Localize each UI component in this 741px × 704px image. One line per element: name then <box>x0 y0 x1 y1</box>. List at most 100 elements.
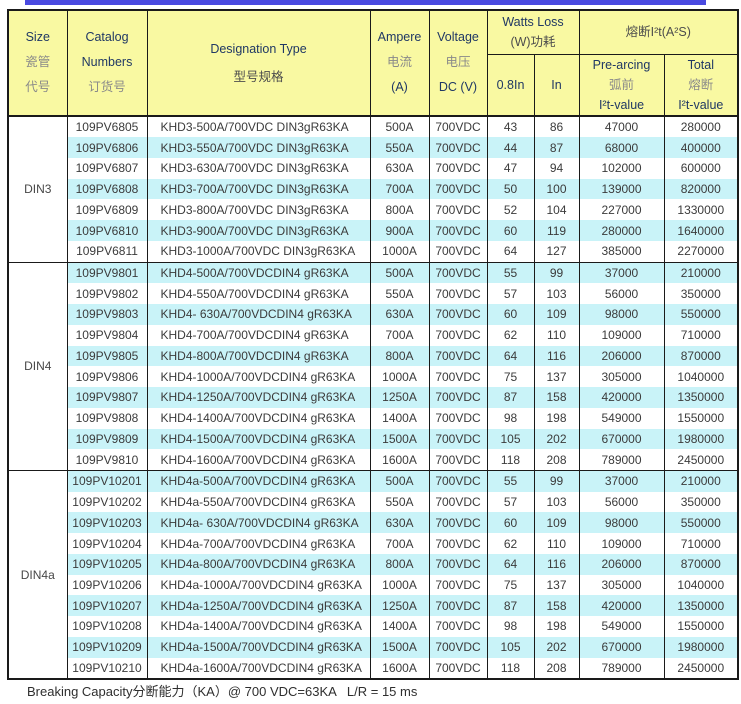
voltage-cell: 700VDC <box>428 491 488 513</box>
catalog-cell: 109PV10202 <box>66 491 148 513</box>
total-i2t-cell: 1330000 <box>663 199 739 221</box>
watts-08in-cell: 60 <box>486 512 535 534</box>
total-i2t-cell: 1350000 <box>663 595 739 617</box>
designation-cell: KHD4a- 630A/700VDCDIN4 gR63KA <box>146 512 371 534</box>
header-line: Ampere <box>377 30 422 45</box>
watts-08in-cell: 64 <box>486 345 535 367</box>
total-i2t-cell: 400000 <box>663 137 739 158</box>
catalog-cell: 109PV10204 <box>66 533 148 554</box>
designation-cell: KHD3-630A/700VDC DIN3gR63KA <box>146 157 371 179</box>
pre-arcing-i2t-cell: 227000 <box>578 199 665 221</box>
catalog-cell: 109PV9808 <box>66 407 148 429</box>
header-line: (A) <box>391 80 408 95</box>
catalog-cell: 109PV9807 <box>66 387 148 408</box>
watts-in-cell: 109 <box>533 304 580 325</box>
watts-in-cell: 110 <box>533 533 580 554</box>
header-line: 电压 <box>445 55 471 70</box>
col-header-pre-arcing: Pre-arcing 弧前 I²t-value <box>578 54 665 117</box>
catalog-cell: 109PV9810 <box>66 449 148 471</box>
catalog-cell: 109PV10207 <box>66 595 148 617</box>
table-row: 109PV9807 KHD4-1250A/700VDCDIN4 gR63KA 125… <box>8 387 739 408</box>
col-group-watts-loss: Watts Loss (W)功耗 <box>486 10 580 55</box>
ampere-cell: 1250A <box>369 387 430 408</box>
catalog-cell: 109PV6805 <box>66 115 148 138</box>
table-row: 109PV6807 KHD3-630A/700VDC DIN3gR63KA 630A… <box>8 157 739 179</box>
ampere-cell: 800A <box>369 553 430 575</box>
watts-in-cell: 137 <box>533 574 580 596</box>
catalog-cell: 109PV10201 <box>66 469 148 492</box>
table-row: 109PV10206 KHD4a-1000A/700VDCDIN4 gR63KA 1… <box>8 574 739 596</box>
voltage-cell: 700VDC <box>428 115 488 138</box>
table-row: 109PV6808 KHD3-700A/700VDC DIN3gR63KA 700A… <box>8 178 739 200</box>
ampere-cell: 1000A <box>369 366 430 388</box>
pre-arcing-i2t-cell: 385000 <box>578 240 665 263</box>
table-row: 109PV6806 KHD3-550A/700VDC DIN3gR63KA 550A… <box>8 137 739 158</box>
catalog-cell: 109PV10203 <box>66 512 148 534</box>
table-row: 109PV6810 KHD3-900A/700VDC DIN3gR63KA 900A… <box>8 220 739 241</box>
designation-cell: KHD4a-800A/700VDCDIN4 gR63KA <box>146 553 371 575</box>
ampere-cell: 500A <box>369 469 430 492</box>
designation-cell: KHD4-1600A/700VDCDIN4 gR63KA <box>146 449 371 471</box>
watts-08in-cell: 52 <box>486 199 535 221</box>
designation-cell: KHD4a-550A/700VDCDIN4 gR63KA <box>146 491 371 513</box>
watts-08in-cell: 60 <box>486 304 535 325</box>
header-line: I²t-value <box>678 97 724 112</box>
table-row: 109PV10208 KHD4a-1400A/700VDCDIN4 gR63KA 1… <box>8 616 739 637</box>
ampere-cell: 550A <box>369 491 430 513</box>
watts-08in-cell: 62 <box>486 533 535 554</box>
table-row: 109PV10203 KHD4a- 630A/700VDCDIN4 gR63KA 6… <box>8 512 739 534</box>
table-row: 109PV10202 KHD4a-550A/700VDCDIN4 gR63KA 55… <box>8 491 739 513</box>
watts-08in-cell: 118 <box>486 657 535 680</box>
catalog-cell: 109PV9803 <box>66 304 148 325</box>
catalog-cell: 109PV6806 <box>66 137 148 158</box>
fuse-ratings-table: Size 瓷管 代号 Catalog Numbers 订货号 Designati… <box>7 9 740 681</box>
table-row: DIN4a 109PV10201 KHD4a-500A/700VDCDIN4 gR6… <box>7 469 739 680</box>
table-row: 109PV9806 KHD4-1000A/700VDCDIN4 gR63KA 100… <box>8 366 739 388</box>
watts-in-cell: 110 <box>533 324 580 346</box>
table-row: 109PV10210 KHD4a-1600A/700VDCDIN4 gR63KA 1… <box>8 657 739 680</box>
designation-cell: KHD4-500A/700VDCDIN4 gR63KA <box>146 261 371 284</box>
watts-08in-cell: 87 <box>486 595 535 617</box>
watts-08in-cell: 105 <box>486 428 535 450</box>
ampere-cell: 1600A <box>369 657 430 680</box>
total-i2t-cell: 1640000 <box>663 220 739 241</box>
designation-cell: KHD4-700A/700VDCDIN4 gR63KA <box>146 324 371 346</box>
col-header-size: Size 瓷管 代号 <box>7 10 68 117</box>
watts-08in-cell: 57 <box>486 491 535 513</box>
ampere-cell: 1400A <box>369 407 430 429</box>
designation-cell: KHD3-900A/700VDC DIN3gR63KA <box>146 220 371 241</box>
total-i2t-cell: 550000 <box>663 304 739 325</box>
designation-cell: KHD3-500A/700VDC DIN3gR63KA <box>146 115 371 138</box>
voltage-cell: 700VDC <box>428 345 488 367</box>
catalog-cell: 109PV10206 <box>66 574 148 596</box>
voltage-cell: 700VDC <box>428 469 488 492</box>
total-i2t-cell: 1980000 <box>663 636 739 658</box>
total-i2t-cell: 870000 <box>663 345 739 367</box>
total-i2t-cell: 600000 <box>663 157 739 179</box>
watts-in-cell: 119 <box>533 220 580 241</box>
total-i2t-cell: 1550000 <box>663 407 739 429</box>
watts-in-cell: 103 <box>533 491 580 513</box>
watts-08in-cell: 57 <box>486 283 535 305</box>
col-header-ampere: Ampere 电流 (A) <box>369 10 430 117</box>
catalog-cell: 109PV9801 <box>66 261 148 284</box>
catalog-cell: 109PV10208 <box>66 616 148 637</box>
pre-arcing-i2t-cell: 420000 <box>578 595 665 617</box>
table-row: 109PV9809 KHD4-1500A/700VDCDIN4 gR63KA 150… <box>8 428 739 450</box>
ampere-cell: 800A <box>369 345 430 367</box>
header-line: 订货号 <box>88 80 126 95</box>
header-line: Size <box>25 30 50 45</box>
catalog-cell: 109PV9802 <box>66 283 148 305</box>
total-i2t-cell: 1350000 <box>663 387 739 408</box>
header-line: Voltage <box>437 30 479 45</box>
watts-in-cell: 202 <box>533 428 580 450</box>
table-row: 109PV9804 KHD4-700A/700VDCDIN4 gR63KA 700A… <box>8 324 739 346</box>
watts-in-cell: 103 <box>533 283 580 305</box>
voltage-cell: 700VDC <box>428 366 488 388</box>
header-line: 0.8In <box>496 77 525 92</box>
header-line: Numbers <box>81 55 133 70</box>
table-row: 109PV10207 KHD4a-1250A/700VDCDIN4 gR63KA 1… <box>8 595 739 617</box>
catalog-cell: 109PV10210 <box>66 657 148 680</box>
col-group-i2t: 熔断I²t(A²S) <box>578 10 739 55</box>
pre-arcing-i2t-cell: 206000 <box>578 345 665 367</box>
